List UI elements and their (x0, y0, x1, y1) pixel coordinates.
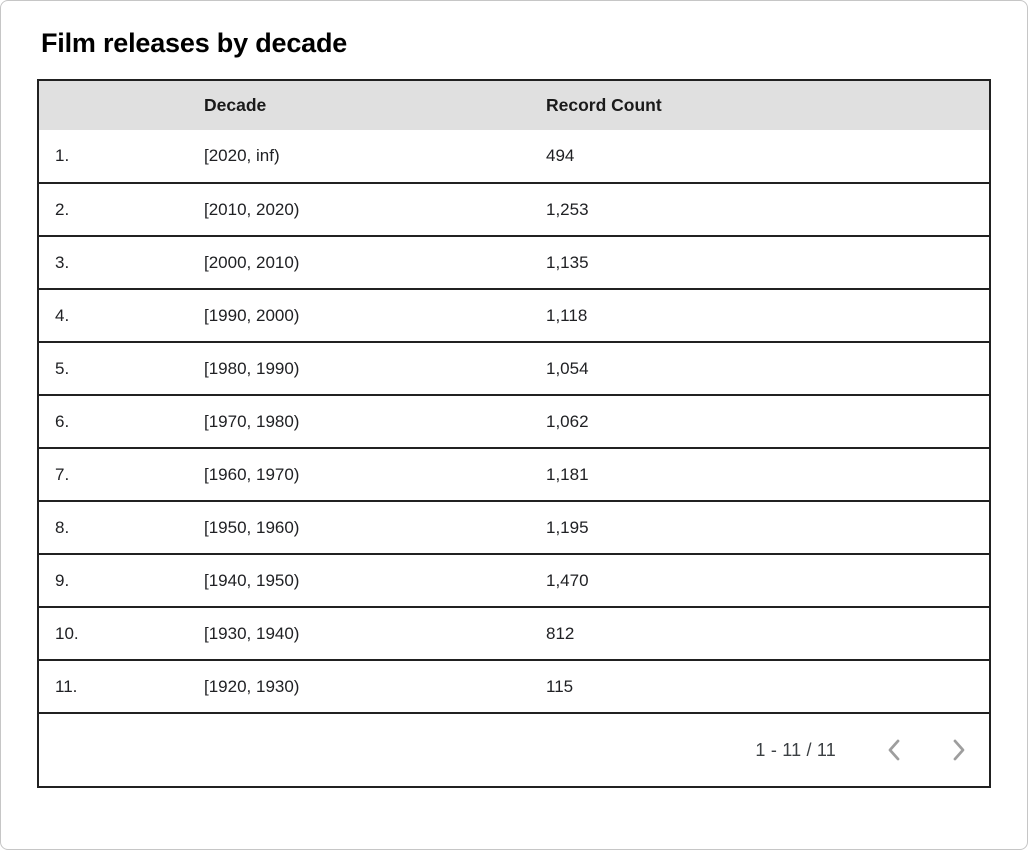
record-count-cell: 1,118 (546, 289, 989, 343)
table-row: 5. [1980, 1990) 1,054 (39, 342, 989, 396)
row-number-cell: 5. (39, 342, 204, 396)
pagination-range-label: 1 - 11 / 11 (755, 739, 836, 760)
decade-cell: [1930, 1940) (204, 607, 546, 661)
row-number-cell: 7. (39, 448, 204, 502)
record-count-cell: 1,062 (546, 395, 989, 449)
decade-cell: [1920, 1930) (204, 660, 546, 714)
decade-cell: [1970, 1980) (204, 395, 546, 449)
row-number-cell: 10. (39, 607, 204, 661)
table-row: 10. [1930, 1940) 812 (39, 607, 989, 661)
table-row: 2. [2010, 2020) 1,253 (39, 183, 989, 237)
row-number-cell: 8. (39, 501, 204, 555)
decade-cell: [1990, 2000) (204, 289, 546, 343)
previous-page-button[interactable] (871, 728, 915, 772)
decade-cell: [1980, 1990) (204, 342, 546, 396)
decade-cell: [2010, 2020) (204, 183, 546, 237)
chevron-left-icon (886, 738, 901, 762)
table-row: 7. [1960, 1970) 1,181 (39, 448, 989, 502)
record-count-cell: 1,135 (546, 236, 989, 290)
record-count-cell: 1,195 (546, 501, 989, 555)
header-decade[interactable]: Decade (204, 81, 546, 130)
chevron-right-icon (952, 738, 967, 762)
row-number-cell: 3. (39, 236, 204, 290)
table-row: 11. [1920, 1930) 115 (39, 660, 989, 714)
table-row: 9. [1940, 1950) 1,470 (39, 554, 989, 608)
decade-cell: [2000, 2010) (204, 236, 546, 290)
record-count-cell: 1,470 (546, 554, 989, 608)
row-number-cell: 6. (39, 395, 204, 449)
record-count-cell: 1,253 (546, 183, 989, 237)
header-row-number (39, 81, 204, 130)
record-count-cell: 494 (546, 130, 989, 184)
table-row: 8. [1950, 1960) 1,195 (39, 501, 989, 555)
decade-cell: [1950, 1960) (204, 501, 546, 555)
pagination: 1 - 11 / 11 (39, 714, 989, 786)
table-header-row: Decade Record Count (39, 81, 989, 130)
table-row: 1. [2020, inf) 494 (39, 130, 989, 184)
record-count-cell: 1,181 (546, 448, 989, 502)
row-number-cell: 9. (39, 554, 204, 608)
table-body: 1. [2020, inf) 494 2. [2010, 2020) 1,253… (39, 130, 989, 714)
decade-cell: [2020, inf) (204, 130, 546, 184)
table-row: 3. [2000, 2010) 1,135 (39, 236, 989, 290)
data-table: Decade Record Count 1. [2020, inf) 494 2… (39, 81, 989, 714)
table-row: 4. [1990, 2000) 1,118 (39, 289, 989, 343)
row-number-cell: 2. (39, 183, 204, 237)
row-number-cell: 4. (39, 289, 204, 343)
decade-cell: [1960, 1970) (204, 448, 546, 502)
row-number-cell: 11. (39, 660, 204, 714)
next-page-button[interactable] (937, 728, 981, 772)
row-number-cell: 1. (39, 130, 204, 184)
header-record-count[interactable]: Record Count (546, 81, 989, 130)
record-count-cell: 812 (546, 607, 989, 661)
record-count-cell: 115 (546, 660, 989, 714)
decade-cell: [1940, 1950) (204, 554, 546, 608)
table-widget: Decade Record Count 1. [2020, inf) 494 2… (37, 79, 991, 788)
page-title: Film releases by decade (41, 28, 348, 58)
record-count-cell: 1,054 (546, 342, 989, 396)
table-row: 6. [1970, 1980) 1,062 (39, 395, 989, 449)
